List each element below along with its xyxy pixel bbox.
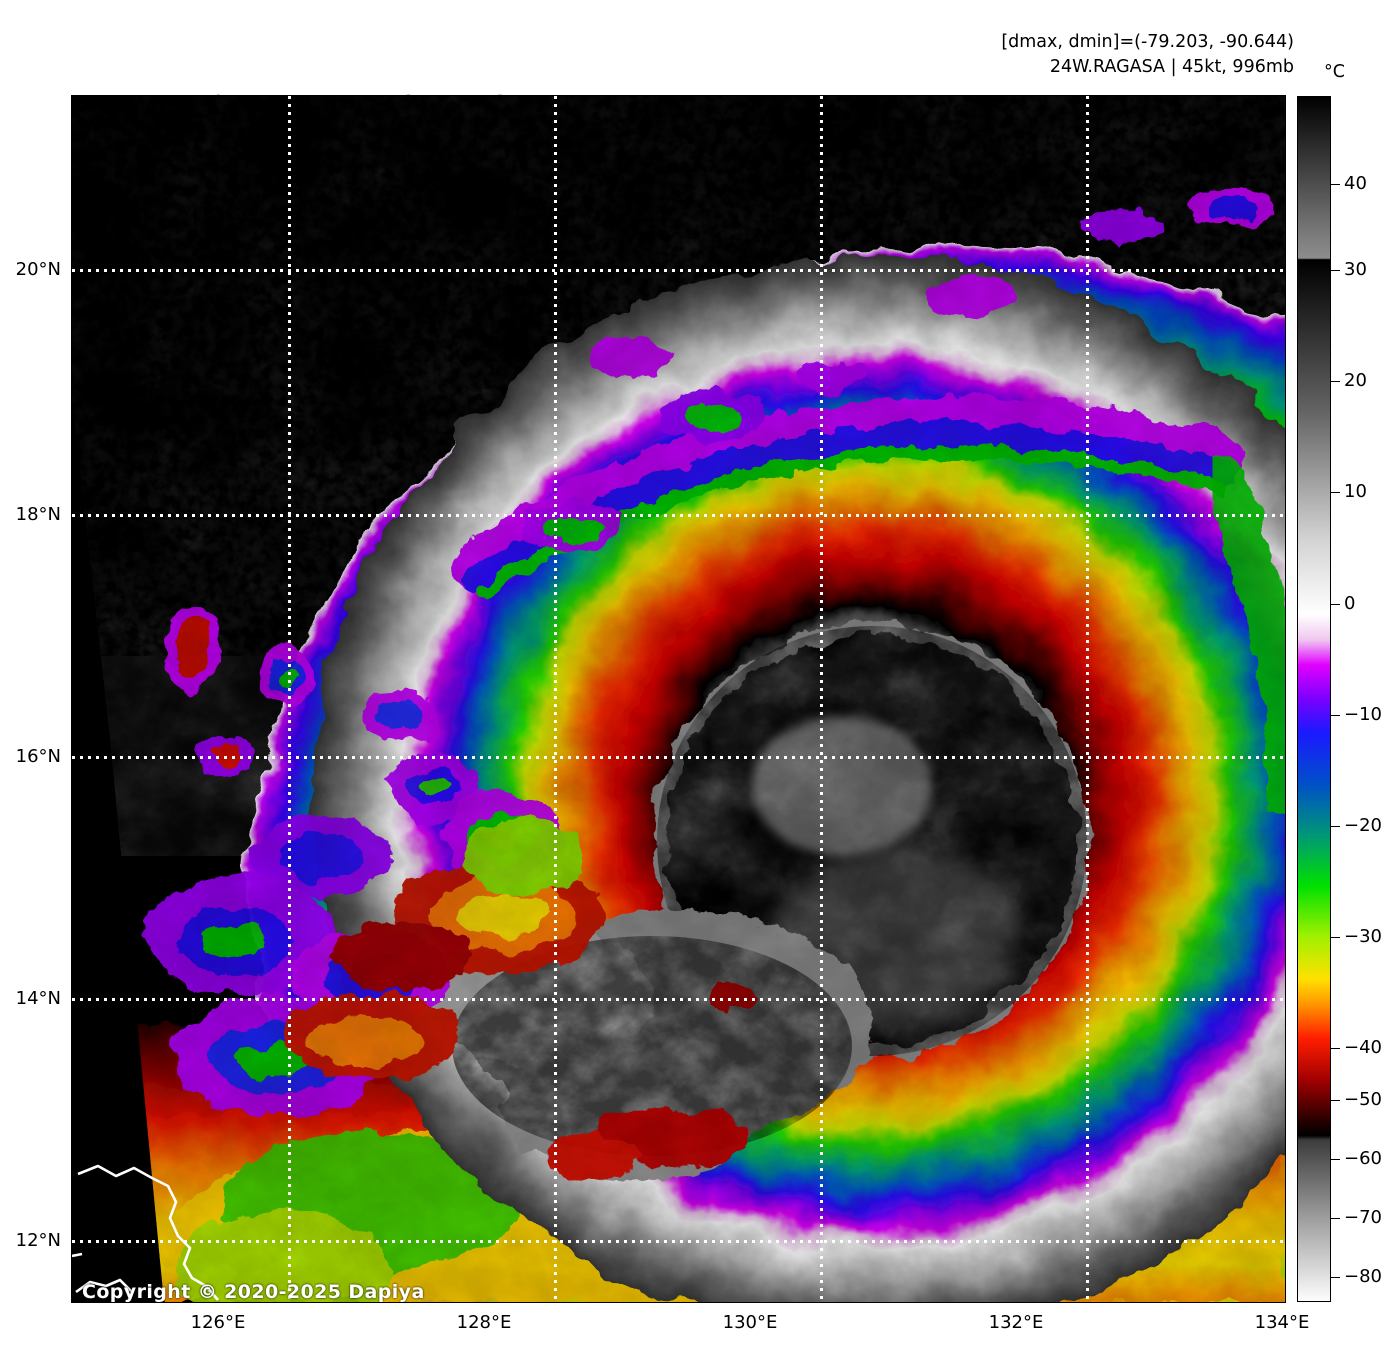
x-tick-128E: 128°E: [456, 1312, 512, 1333]
satellite-plot-area[interactable]: Copyright © 2020-2025 Dapiya: [72, 96, 1285, 1302]
colorbar-label--10: −10: [1344, 704, 1382, 725]
colorbar-tick-mark--60: [1331, 1159, 1340, 1160]
y-tick-12N: 12°N: [15, 1230, 61, 1251]
y-tick-16N: 16°N: [15, 746, 61, 767]
colorbar[interactable]: [1297, 96, 1331, 1302]
colorbar-tick-mark--30: [1331, 937, 1340, 938]
colorbar-label--50: −50: [1344, 1089, 1382, 1110]
colorbar-label-0: 0: [1344, 593, 1356, 614]
y-tick-20N: 20°N: [15, 259, 61, 280]
colorbar-tick-mark--20: [1331, 826, 1340, 827]
dmax-dmin-readout: [dmax, dmin]=(-79.203, -90.644): [1001, 32, 1294, 52]
y-tick-18N: 18°N: [15, 504, 61, 525]
coastline-overlay: [72, 1164, 219, 1302]
colorbar-unit-label: °C: [1324, 62, 1345, 82]
colorbar-label--80: −80: [1344, 1266, 1382, 1287]
colorbar-tick-mark--50: [1331, 1100, 1340, 1101]
x-tick-134E: 134°E: [1254, 1312, 1310, 1333]
colorbar-tick-mark--40: [1331, 1048, 1340, 1049]
colorbar-tick-mark--70: [1331, 1218, 1340, 1219]
colorbar-tick-mark--10: [1331, 715, 1340, 716]
colorbar-tick-mark-10: [1331, 492, 1340, 493]
colorbar-label-20: 20: [1344, 370, 1367, 391]
colorbar-gradient: [1298, 97, 1330, 1301]
colorbar-tick-mark-40: [1331, 184, 1340, 185]
satellite-imagery: [72, 96, 1285, 1302]
header-metadata: [dmax, dmin]=(-79.203, -90.644) 24W.RAGA…: [1001, 30, 1294, 80]
x-tick-132E: 132°E: [988, 1312, 1044, 1333]
x-tick-130E: 130°E: [722, 1312, 778, 1333]
storm-info-readout: 24W.RAGASA | 45kt, 996mb: [1049, 57, 1294, 77]
colorbar-label--60: −60: [1344, 1148, 1382, 1169]
colorbar-tick-mark--80: [1331, 1277, 1340, 1278]
copyright-notice: Copyright © 2020-2025 Dapiya: [82, 1281, 425, 1302]
colorbar-tick-mark-30: [1331, 270, 1340, 271]
colorbar-label-10: 10: [1344, 481, 1367, 502]
colorbar-label-40: 40: [1344, 173, 1367, 194]
colorbar-label-30: 30: [1344, 259, 1367, 280]
x-tick-126E: 126°E: [190, 1312, 246, 1333]
colorbar-label--30: −30: [1344, 926, 1382, 947]
y-tick-14N: 14°N: [15, 988, 61, 1009]
colorbar-tick-mark-20: [1331, 381, 1340, 382]
colorbar-tick-mark-0: [1331, 604, 1340, 605]
colorbar-label--40: −40: [1344, 1037, 1382, 1058]
colorbar-label--20: −20: [1344, 815, 1382, 836]
colorbar-label--70: −70: [1344, 1207, 1382, 1228]
